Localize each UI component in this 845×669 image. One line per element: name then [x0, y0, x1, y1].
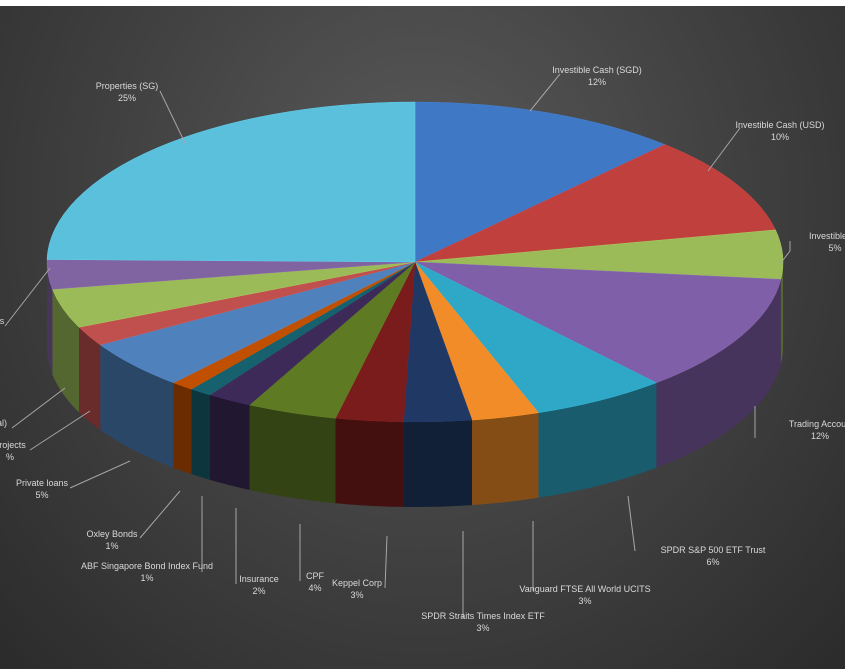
- slice-label: Investible Cash (USD): [735, 120, 824, 130]
- chart-area: Investible Cash (SGD) 12% Investible Cash …: [0, 6, 845, 669]
- slice-label: ABF Singapore Bond Index Fund: [81, 561, 213, 571]
- slice-percent: 6%: [706, 557, 719, 567]
- slice-percent: 10%: [771, 132, 789, 142]
- slice-label: SPDR S&P 500 ETF Trust: [661, 545, 766, 555]
- pie-tops: [46, 101, 784, 423]
- slice-percent: 1%: [105, 541, 118, 551]
- slice-label: Investible Cash (SGD): [552, 65, 642, 75]
- leader-line: [139, 490, 181, 539]
- slice-label: Private loans: [16, 478, 69, 488]
- slice-percent: 12%: [588, 77, 606, 87]
- leader-line: [29, 410, 91, 451]
- slice-label: Vanguard FTSE All World UCITS: [519, 584, 650, 594]
- pie-slice[interactable]: [414, 101, 666, 263]
- pie-slice-side: [538, 382, 657, 498]
- slice-percent: 5%: [35, 490, 48, 500]
- pie-sides: [47, 262, 783, 507]
- pie-chart: Investible Cash (SGD) 12% Investible Cash …: [0, 65, 845, 633]
- pie-slice-side: [191, 389, 210, 480]
- slice-percent: 5%: [828, 243, 841, 253]
- pie-slice[interactable]: [46, 101, 416, 263]
- slice-label: al): [0, 418, 7, 428]
- leader-line: [707, 127, 741, 172]
- slice-percent: 2%: [252, 586, 265, 596]
- leader-line: [779, 241, 791, 265]
- slice-label: Investible Ca: [809, 231, 845, 241]
- slice-label: Trading Accoun: [789, 419, 845, 429]
- slice-label: projects: [0, 440, 26, 450]
- pie-slice-side: [656, 279, 781, 468]
- leader-line: [11, 387, 66, 429]
- leader-line: [4, 267, 51, 327]
- slice-percent: 3%: [350, 590, 363, 600]
- slice-percent: 4%: [308, 583, 321, 593]
- slice-label: CPF: [306, 571, 325, 581]
- data-labels: Investible Cash (SGD) 12% Investible Cash …: [0, 65, 845, 633]
- pie-slice[interactable]: [414, 261, 658, 413]
- leader-line: [627, 495, 636, 552]
- leader-line: [69, 460, 131, 489]
- slice-label: Keppel Corp: [332, 578, 382, 588]
- pie-slice-side: [79, 327, 101, 430]
- pie-slice-side: [335, 418, 404, 507]
- pie-slice-side: [472, 412, 539, 506]
- pie-slice-side: [780, 262, 783, 365]
- slice-label: Insurance: [239, 574, 279, 584]
- pie-slice-side: [52, 289, 79, 413]
- leader-line: [384, 535, 388, 589]
- pie-slice-side: [47, 262, 53, 375]
- slice-label: Properties (SG): [96, 81, 159, 91]
- slice-percent: 3%: [578, 596, 591, 606]
- pie-slice-side: [403, 420, 472, 507]
- slice-percent: 25%: [118, 93, 136, 103]
- pie-slice-side: [100, 344, 174, 468]
- pie-slice[interactable]: [414, 261, 782, 384]
- slice-percent: 1%: [140, 573, 153, 583]
- slice-percent: 3%: [476, 623, 489, 633]
- slice-percent: 12%: [811, 431, 829, 441]
- slice-label: Oxley Bonds: [86, 529, 138, 539]
- slice-label: SPDR Straits Times Index ETF: [421, 611, 545, 621]
- leader-line: [529, 73, 561, 112]
- pie-slice-side: [173, 382, 192, 475]
- pie-slice-side: [249, 404, 336, 504]
- leader-line: [159, 90, 186, 144]
- slice-label: s: [0, 316, 5, 326]
- pie-slice[interactable]: [414, 144, 776, 263]
- slice-percent: %: [6, 452, 14, 462]
- pie-slice-side: [210, 394, 250, 490]
